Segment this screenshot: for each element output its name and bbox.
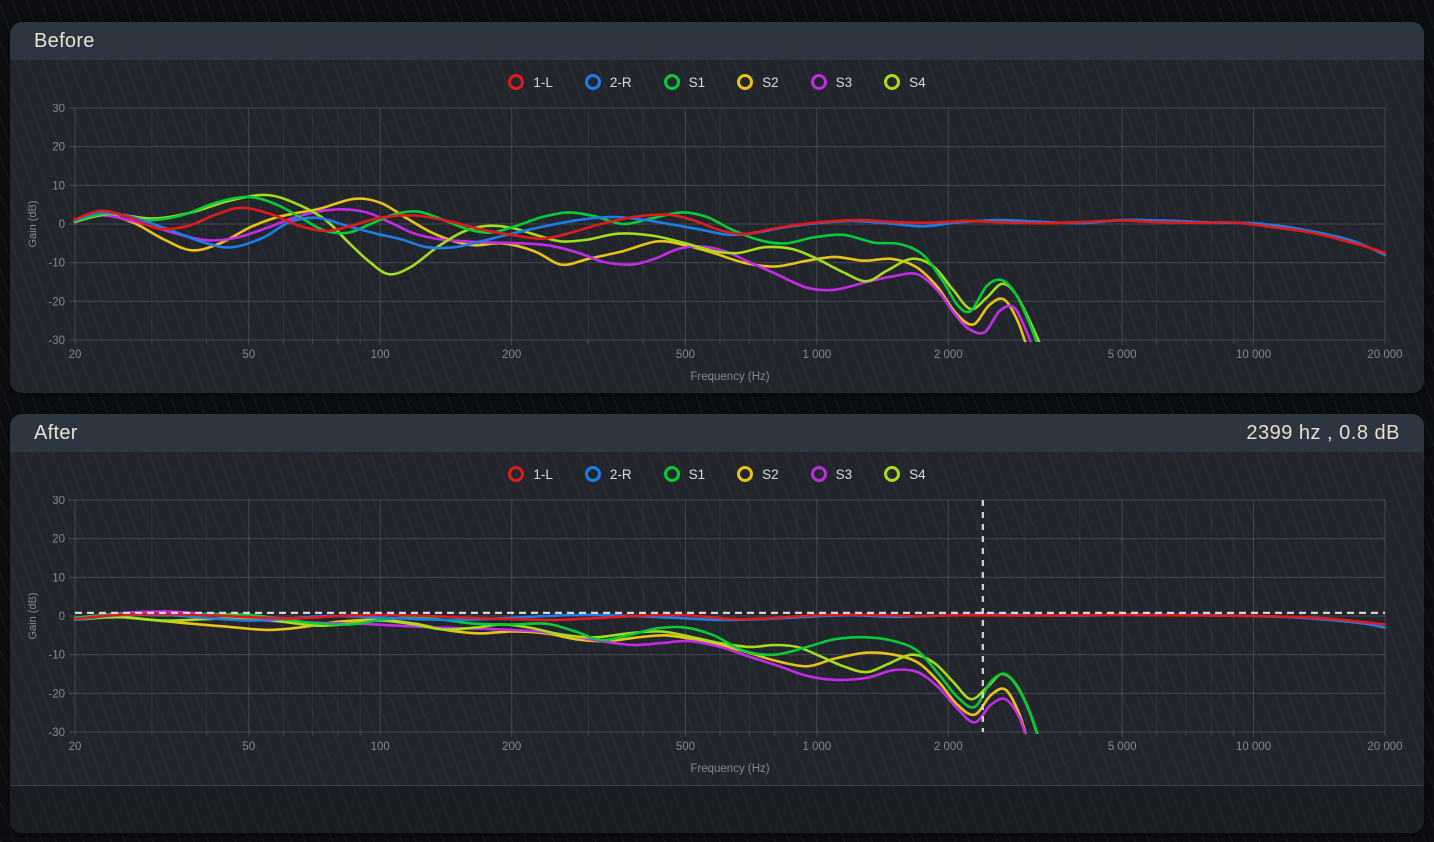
legend-item-1-L[interactable]: 1-L: [508, 74, 553, 90]
legend-item-2-R[interactable]: 2-R: [584, 466, 632, 482]
series-S1: [73, 612, 1039, 734]
legend-label-S4: S4: [909, 74, 926, 90]
legend-label-2-R: 2-R: [609, 74, 632, 90]
before-chart[interactable]: 20 50 100 200 500 1 000 2 000 5 000 10 000 20 000…: [10, 104, 1424, 393]
y-axis-title: Gain (dB): [27, 592, 39, 639]
panel-before: Before 1-L 2-R S1 S2 S3 S4 20 50 100 200 500 1 000…: [10, 22, 1424, 393]
legend-label-1-L: 1-L: [533, 466, 553, 482]
legend-item-S1[interactable]: S1: [663, 466, 706, 482]
x-tick-label: 10 000: [1236, 741, 1271, 753]
x-tick-label: 200: [502, 741, 521, 753]
chart-svg: 20 50 100 200 500 1 000 2 000 5 000 10 000 20 000…: [27, 104, 1403, 383]
after-chart[interactable]: 20 50 100 200 500 1 000 2 000 5 000 10 000 20 000…: [10, 496, 1424, 785]
y-tick-label: -30: [48, 727, 65, 739]
x-tick-label: 200: [502, 349, 521, 361]
legend-label-1-L: 1-L: [533, 74, 553, 90]
y-tick-label: 0: [59, 219, 65, 231]
legend-swatch-S3: [810, 466, 827, 482]
panel-after-footer: [10, 785, 1424, 833]
legend-swatch-S2: [737, 74, 754, 90]
panel-before-title: Before: [34, 29, 95, 52]
legend-item-2-R[interactable]: 2-R: [584, 74, 632, 90]
legend-item-S4[interactable]: S4: [884, 466, 926, 482]
legend-label-S2: S2: [762, 466, 779, 482]
legend-swatch-2-R: [584, 466, 601, 482]
x-tick-label: 1 000: [802, 741, 831, 753]
x-tick-label: 2 000: [934, 349, 963, 361]
legend-after: 1-L 2-R S1 S2 S3 S4: [10, 452, 1424, 496]
x-tick-label: 5 000: [1108, 349, 1137, 361]
legend-item-S2[interactable]: S2: [737, 466, 779, 482]
x-tick-label: 100: [371, 349, 390, 361]
legend-label-S2: S2: [762, 74, 779, 90]
legend-item-S3[interactable]: S3: [810, 466, 853, 482]
legend-swatch-S1: [663, 466, 680, 482]
y-tick-label: 20: [52, 534, 65, 546]
legend-label-2-R: 2-R: [609, 466, 632, 482]
x-tick-label: 20 000: [1367, 349, 1402, 361]
x-axis-title: Frequency (Hz): [690, 371, 769, 383]
panel-before-header: Before: [10, 22, 1424, 60]
x-tick-label: 500: [676, 349, 695, 361]
legend-item-S3[interactable]: S3: [810, 74, 853, 90]
y-axis-title: Gain (dB): [27, 200, 39, 247]
y-tick-label: -20: [48, 688, 65, 700]
x-tick-label: 100: [371, 741, 390, 753]
legend-item-S2[interactable]: S2: [737, 74, 779, 90]
legend-swatch-1-L: [508, 466, 525, 482]
legend-swatch-2-R: [584, 74, 601, 90]
legend-label-S3: S3: [835, 74, 853, 90]
panel-after: After 2399 hz , 0.8 dB 1-L 2-R S1 S2 S3 S4 20…: [10, 414, 1424, 833]
legend-swatch-1-L: [508, 74, 525, 90]
legend-item-1-L[interactable]: 1-L: [508, 466, 553, 482]
y-tick-label: -10: [48, 258, 65, 270]
series-S4: [73, 193, 1041, 342]
x-tick-label: 50: [242, 349, 255, 361]
cursor-readout: 2399 hz , 0.8 dB: [1246, 421, 1400, 444]
legend-label-S4: S4: [909, 466, 926, 482]
legend-swatch-S4: [884, 74, 901, 90]
app-root: Before 1-L 2-R S1 S2 S3 S4 20 50 100 200 500 1 000…: [10, 22, 1424, 833]
y-tick-label: 30: [52, 496, 65, 507]
x-tick-label: 20 000: [1367, 741, 1402, 753]
x-tick-label: 20: [69, 349, 82, 361]
legend-item-S4[interactable]: S4: [884, 74, 926, 90]
series-1-L: [73, 612, 1387, 626]
y-tick-label: -30: [48, 335, 65, 347]
x-tick-label: 1 000: [802, 349, 831, 361]
series-S3: [73, 610, 1027, 734]
y-tick-label: 20: [52, 142, 65, 154]
x-axis-title: Frequency (Hz): [690, 763, 769, 775]
x-tick-label: 20: [69, 741, 82, 753]
y-tick-label: 30: [52, 104, 65, 115]
series-S4: [73, 615, 1039, 734]
series-S3: [73, 207, 1033, 342]
y-tick-label: 0: [59, 611, 65, 623]
x-tick-label: 500: [676, 741, 695, 753]
series-S2: [73, 614, 1028, 734]
series-S2: [73, 197, 1027, 342]
legend-swatch-S1: [663, 74, 680, 90]
series-1-L: [73, 206, 1387, 255]
y-tick-label: -20: [48, 296, 65, 308]
legend-label-S1: S1: [688, 466, 706, 482]
y-tick-label: -10: [48, 650, 65, 662]
x-tick-label: 10 000: [1236, 349, 1271, 361]
legend-label-S1: S1: [688, 74, 706, 90]
y-tick-label: 10: [52, 180, 65, 192]
legend-item-S1[interactable]: S1: [663, 74, 706, 90]
legend-swatch-S2: [737, 466, 754, 482]
x-tick-label: 50: [242, 741, 255, 753]
legend-label-S3: S3: [835, 466, 853, 482]
x-tick-label: 5 000: [1108, 741, 1137, 753]
y-tick-label: 10: [52, 572, 65, 584]
legend-before: 1-L 2-R S1 S2 S3 S4: [10, 60, 1424, 104]
legend-swatch-S3: [810, 74, 827, 90]
panel-after-title: After: [34, 421, 78, 444]
legend-swatch-S4: [884, 466, 901, 482]
series-S1: [73, 195, 1039, 342]
panel-after-header: After 2399 hz , 0.8 dB: [10, 414, 1424, 452]
x-tick-label: 2 000: [934, 741, 963, 753]
chart-svg: 20 50 100 200 500 1 000 2 000 5 000 10 000 20 000…: [27, 496, 1403, 775]
